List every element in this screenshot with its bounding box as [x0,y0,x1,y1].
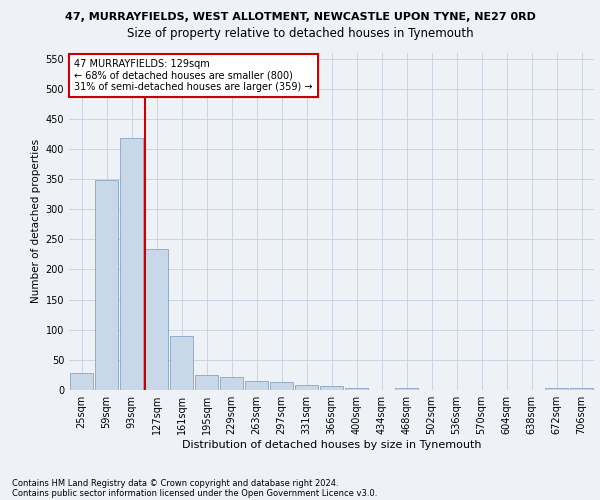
X-axis label: Distribution of detached houses by size in Tynemouth: Distribution of detached houses by size … [182,440,481,450]
Bar [220,376,243,390]
Text: Contains public sector information licensed under the Open Government Licence v3: Contains public sector information licen… [12,488,377,498]
Bar [195,375,218,390]
Bar [120,138,143,390]
Bar [295,385,318,390]
Bar [270,382,293,390]
Text: 47 MURRAYFIELDS: 129sqm
← 68% of detached houses are smaller (800)
31% of semi-d: 47 MURRAYFIELDS: 129sqm ← 68% of detache… [74,59,313,92]
Text: Size of property relative to detached houses in Tynemouth: Size of property relative to detached ho… [127,28,473,40]
Bar [95,180,118,390]
Bar [395,388,418,390]
Text: Contains HM Land Registry data © Crown copyright and database right 2024.: Contains HM Land Registry data © Crown c… [12,478,338,488]
Bar [320,386,343,390]
Bar [570,388,593,390]
Bar [145,249,168,390]
Bar [70,373,93,390]
Bar [345,388,368,390]
Bar [545,388,568,390]
Text: 47, MURRAYFIELDS, WEST ALLOTMENT, NEWCASTLE UPON TYNE, NE27 0RD: 47, MURRAYFIELDS, WEST ALLOTMENT, NEWCAS… [65,12,535,22]
Y-axis label: Number of detached properties: Number of detached properties [31,139,41,304]
Bar [245,381,268,390]
Bar [170,336,193,390]
